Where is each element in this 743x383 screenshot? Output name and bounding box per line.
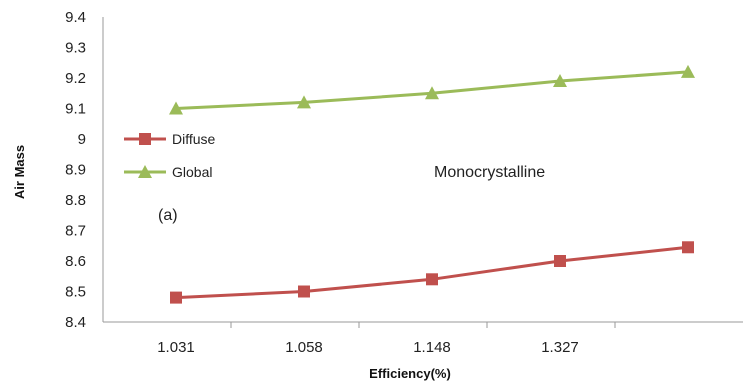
y-tick-label: 8.9 [65, 162, 86, 179]
data-point-global [425, 86, 439, 100]
series-layer [169, 64, 695, 304]
axes [102, 17, 743, 323]
y-tick-label: 9.1 [65, 101, 86, 118]
x-tick-label: 1.058 [285, 339, 323, 356]
y-tick-label: 9.4 [65, 9, 86, 26]
legend-item-diffuse: Diffuse [124, 131, 216, 147]
legend-global-label: Global [172, 164, 212, 180]
x-tick-label: 1.327 [541, 339, 579, 356]
data-point-global [297, 95, 311, 109]
y-tick-label: 8.4 [65, 314, 86, 331]
data-point-diffuse [426, 273, 438, 286]
y-tick-label: 8.8 [65, 192, 86, 209]
legend: Diffuse Global [124, 131, 216, 180]
y-tick-label: 8.6 [65, 253, 86, 270]
x-tick-labels: 1.031 1.058 1.148 1.327 [157, 322, 616, 356]
y-tick-label: 9.3 [65, 40, 86, 57]
legend-diffuse-label: Diffuse [172, 131, 216, 147]
data-point-global [169, 101, 183, 115]
y-tick-labels: 8.4 8.5 8.6 8.7 8.8 8.9 9 9.1 9.2 9.3 9.4 [65, 9, 86, 331]
data-point-global [553, 74, 567, 88]
x-axis-label: Efficiency(%) [369, 366, 451, 381]
x-tick-label: 1.148 [413, 339, 451, 356]
x-tick-label: 1.031 [157, 339, 195, 356]
y-tick-label: 9 [78, 131, 86, 148]
data-point-diffuse [298, 285, 310, 298]
y-tick-label: 9.2 [65, 70, 86, 87]
legend-global-marker [138, 165, 152, 178]
data-point-diffuse [682, 241, 694, 254]
series-line-diffuse [175, 245, 689, 300]
y-axis-label: Air Mass [12, 145, 27, 199]
y-tick-label: 8.5 [65, 284, 86, 301]
annotation-panel-a: (a) [158, 207, 178, 224]
data-point-global [681, 64, 695, 78]
y-tick-label: 8.7 [65, 223, 86, 240]
legend-diffuse-marker [139, 133, 151, 145]
data-point-diffuse [170, 291, 182, 304]
data-point-diffuse [554, 255, 566, 267]
annotation-monocrystalline: Monocrystalline [434, 164, 545, 181]
legend-item-global: Global [124, 164, 212, 180]
